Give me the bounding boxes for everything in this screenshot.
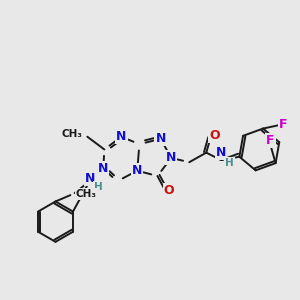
Text: O: O <box>209 129 220 142</box>
Text: N: N <box>166 152 176 164</box>
Text: F: F <box>279 118 287 131</box>
Text: O: O <box>164 184 174 197</box>
Text: H: H <box>225 158 234 168</box>
Text: N: N <box>155 132 166 146</box>
Text: N: N <box>98 162 109 175</box>
Text: N: N <box>85 172 96 184</box>
Text: N: N <box>216 146 226 159</box>
Text: N: N <box>132 164 142 177</box>
Text: F: F <box>266 134 275 147</box>
Text: H: H <box>94 182 102 192</box>
Text: CH₃: CH₃ <box>76 189 97 199</box>
Text: CH₃: CH₃ <box>61 128 82 139</box>
Text: N: N <box>116 130 127 143</box>
